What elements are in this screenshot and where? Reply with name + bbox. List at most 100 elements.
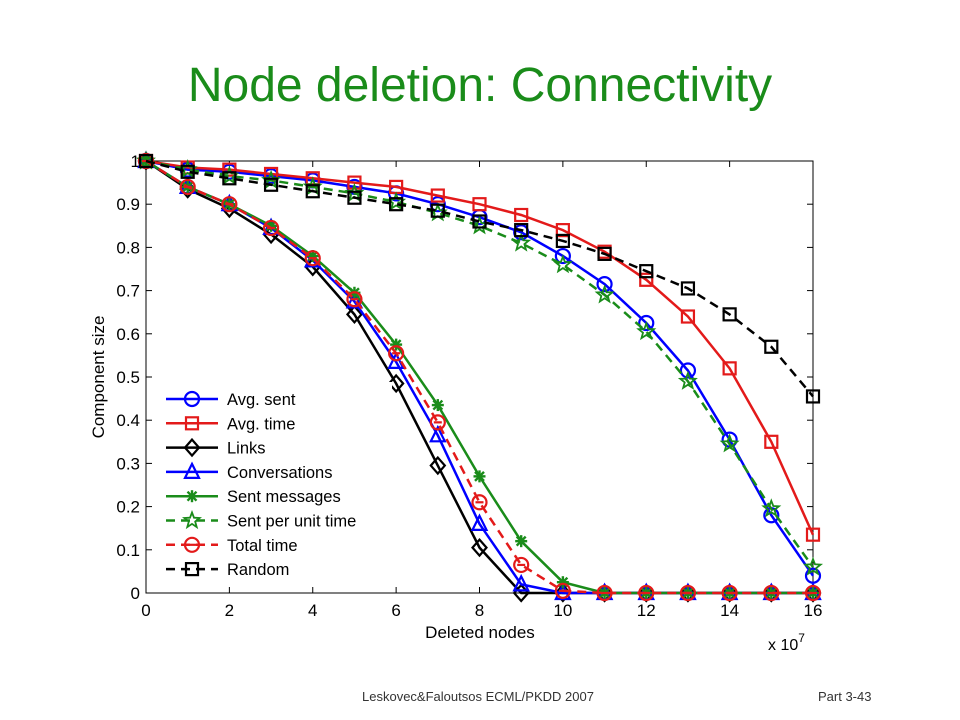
data-point bbox=[430, 188, 445, 203]
data-point bbox=[347, 175, 362, 190]
x-tick-label: 8 bbox=[475, 601, 484, 620]
series-layer bbox=[136, 150, 824, 603]
x-multiplier: x 107 bbox=[768, 631, 805, 654]
x-tick-label: 6 bbox=[391, 601, 400, 620]
legend-entry: Sent messages bbox=[166, 488, 341, 506]
legend-entry: Avg. time bbox=[166, 415, 295, 433]
data-point bbox=[347, 190, 362, 205]
legend-label: Conversations bbox=[227, 464, 332, 482]
legend-label: Sent messages bbox=[227, 488, 341, 506]
y-tick-label: 0.8 bbox=[116, 238, 140, 257]
data-point bbox=[597, 246, 612, 261]
data-point bbox=[513, 556, 530, 574]
legend-label: Total time bbox=[227, 537, 298, 555]
x-tick-label: 16 bbox=[804, 601, 823, 620]
legend: Avg. sent Avg. time Links Conversations Sent… bbox=[160, 382, 392, 582]
data-point bbox=[555, 233, 570, 249]
data-point bbox=[345, 290, 364, 309]
legend-entry: Conversations bbox=[166, 461, 332, 482]
data-point bbox=[222, 162, 237, 177]
y-tick-label: 1 bbox=[131, 152, 140, 171]
x-tick-label: 4 bbox=[308, 601, 317, 620]
legend-marker bbox=[183, 390, 201, 408]
data-point bbox=[515, 535, 528, 548]
legend-marker bbox=[184, 416, 200, 431]
x-tick-label: 14 bbox=[720, 601, 739, 620]
data-point bbox=[304, 250, 321, 267]
legend-marker bbox=[183, 437, 201, 458]
data-point bbox=[387, 351, 405, 369]
data-point bbox=[471, 537, 488, 558]
data-point bbox=[554, 247, 571, 265]
y-tick-label: 0.2 bbox=[116, 498, 140, 517]
data-point bbox=[638, 584, 655, 602]
legend-entry: Sent per unit time bbox=[166, 509, 356, 531]
data-point bbox=[387, 373, 405, 394]
data-point bbox=[429, 455, 447, 476]
y-axis-ticks: 0 0.1 0.2 0.3 0.4 0.5 0.6 0.7 0.8 0.9 1 bbox=[116, 152, 813, 603]
data-point bbox=[179, 178, 196, 196]
data-point bbox=[389, 197, 404, 212]
data-point bbox=[221, 196, 238, 213]
legend-marker bbox=[182, 509, 202, 530]
data-point bbox=[345, 304, 363, 325]
data-point bbox=[761, 498, 782, 518]
y-tick-label: 0.4 bbox=[116, 411, 140, 430]
y-tick-label: 0.6 bbox=[116, 325, 140, 344]
data-point bbox=[722, 307, 737, 322]
data-point bbox=[719, 433, 740, 453]
legend-marker bbox=[183, 461, 201, 479]
data-point bbox=[805, 527, 821, 542]
data-point bbox=[514, 207, 529, 223]
legend-marker bbox=[186, 490, 198, 503]
x-multiplier-base: x 10 bbox=[768, 637, 798, 654]
data-point bbox=[680, 281, 696, 296]
data-point bbox=[594, 284, 615, 304]
legend-marker bbox=[183, 536, 201, 553]
footer-page-number: Part 3-43 bbox=[818, 689, 872, 704]
data-point bbox=[514, 223, 529, 238]
y-tick-label: 0.1 bbox=[116, 541, 140, 560]
data-point bbox=[677, 370, 698, 390]
series-line bbox=[145, 159, 814, 398]
legend-entry: Links bbox=[166, 437, 266, 458]
series-line bbox=[145, 159, 815, 536]
legend-entry: Avg. sent bbox=[166, 390, 296, 409]
legend-label: Random bbox=[227, 561, 289, 579]
data-point bbox=[138, 153, 154, 169]
y-tick-label: 0.7 bbox=[116, 282, 140, 301]
data-point bbox=[596, 584, 613, 602]
legend-entry: Random bbox=[166, 561, 289, 579]
data-point bbox=[764, 434, 779, 449]
data-point bbox=[802, 556, 824, 576]
data-point bbox=[680, 309, 696, 324]
data-point bbox=[596, 276, 613, 293]
data-point bbox=[430, 203, 445, 218]
legend-entry: Total time bbox=[166, 536, 298, 555]
x-axis-label: Deleted nodes bbox=[425, 623, 535, 642]
y-tick-label: 0.3 bbox=[116, 454, 140, 473]
legend-label: Links bbox=[227, 440, 266, 458]
data-point bbox=[263, 177, 279, 192]
data-point bbox=[222, 171, 237, 186]
data-point bbox=[470, 513, 489, 531]
data-point bbox=[429, 414, 446, 431]
series-random bbox=[138, 153, 821, 404]
data-point bbox=[471, 494, 488, 511]
y-tick-label: 0.5 bbox=[116, 368, 140, 387]
data-point bbox=[180, 164, 195, 179]
data-point bbox=[554, 582, 571, 599]
x-tick-label: 2 bbox=[225, 601, 234, 620]
data-point bbox=[722, 361, 737, 376]
data-point bbox=[804, 584, 822, 602]
x-tick-label: 12 bbox=[637, 601, 656, 620]
data-point bbox=[472, 197, 487, 212]
data-point bbox=[388, 345, 405, 362]
legend-label: Sent per unit time bbox=[227, 513, 356, 531]
data-point bbox=[262, 219, 280, 237]
data-point bbox=[512, 573, 530, 592]
data-point bbox=[763, 584, 780, 602]
data-point bbox=[429, 424, 447, 443]
data-point bbox=[721, 584, 738, 602]
